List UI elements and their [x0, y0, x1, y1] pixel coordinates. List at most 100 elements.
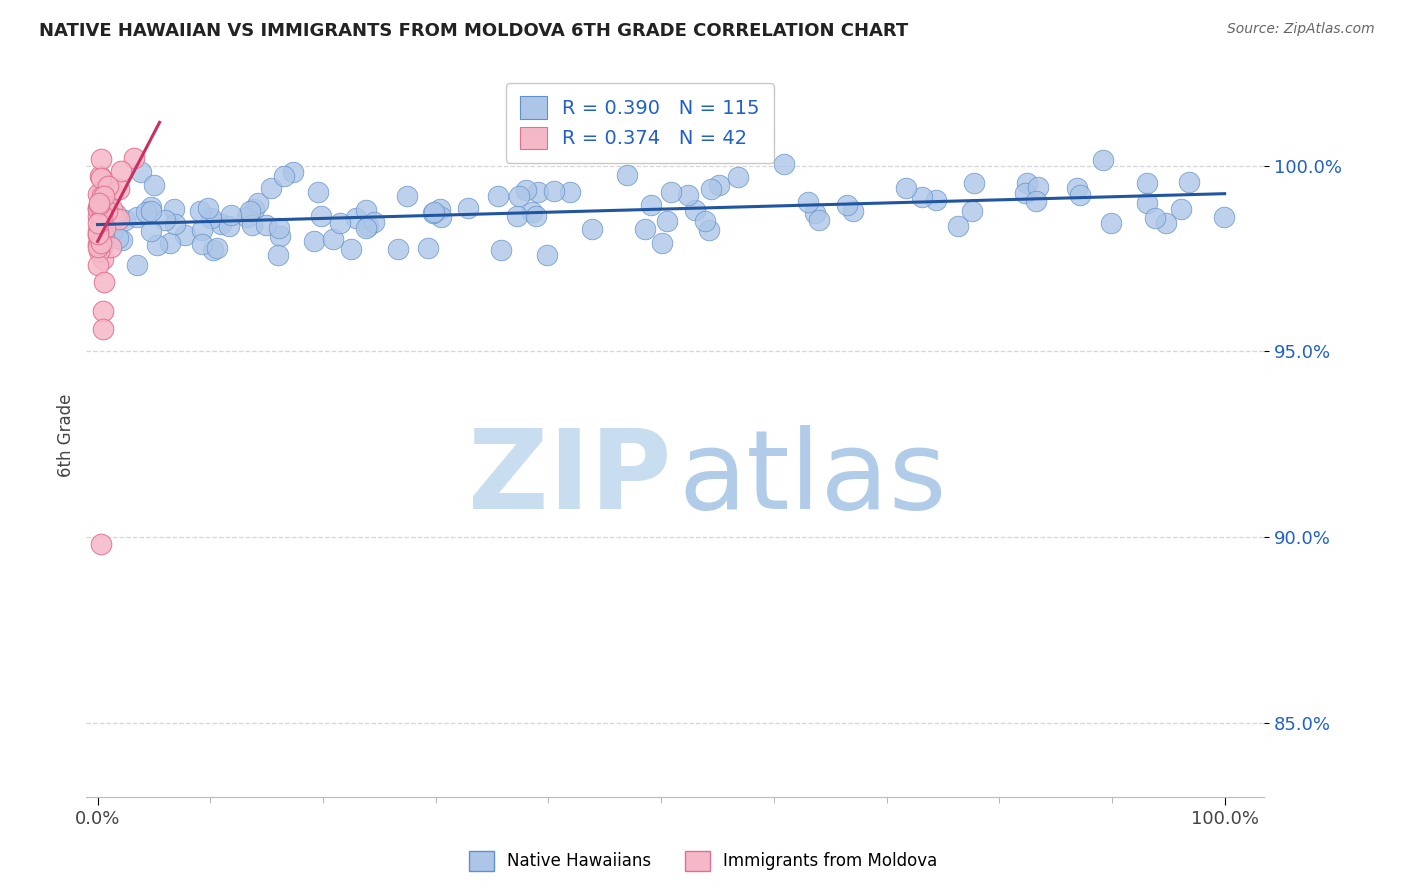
Point [87, 237, 110, 252]
Point [340, 242, 363, 256]
Point [114, 212, 136, 227]
Point [91, 240, 114, 254]
Point [457, 201, 479, 215]
Point [191, 237, 214, 252]
Text: atlas: atlas [679, 425, 948, 532]
Text: NATIVE HAWAIIAN VS IMMIGRANTS FROM MOLDOVA 6TH GRADE CORRELATION CHART: NATIVE HAWAIIAN VS IMMIGRANTS FROM MOLDO… [39, 22, 908, 40]
Point [86, 227, 108, 241]
Y-axis label: 6th Grade: 6th Grade [58, 393, 75, 476]
Point [90, 234, 112, 248]
Legend: R = 0.390   N = 115, R = 0.374   N = 42: R = 0.390 N = 115, R = 0.374 N = 42 [506, 83, 773, 162]
Point [267, 248, 290, 262]
Point [1136, 195, 1159, 210]
Point [422, 206, 444, 220]
Point [655, 214, 678, 228]
Text: Source: ZipAtlas.com: Source: ZipAtlas.com [1227, 22, 1375, 37]
Point [269, 228, 291, 243]
Point [139, 200, 162, 214]
Point [911, 190, 934, 204]
Point [1025, 194, 1047, 209]
Point [125, 258, 148, 272]
Point [111, 233, 134, 247]
Point [91, 208, 114, 222]
Point [946, 219, 969, 233]
Point [89, 169, 111, 184]
Point [86, 216, 108, 230]
Point [841, 204, 863, 219]
Point [416, 241, 439, 255]
Point [91, 184, 114, 198]
Point [141, 204, 163, 219]
Point [486, 189, 509, 203]
Point [896, 181, 918, 195]
Point [90, 537, 112, 551]
Point [90, 189, 112, 203]
Point [429, 202, 451, 217]
Point [307, 185, 329, 199]
Point [219, 208, 242, 222]
Point [93, 221, 115, 235]
Point [522, 205, 544, 219]
Point [1212, 210, 1234, 224]
Point [110, 164, 132, 178]
Point [153, 213, 176, 227]
Point [536, 248, 558, 262]
Point [491, 244, 513, 258]
Point [329, 216, 352, 230]
Point [395, 189, 418, 203]
Point [87, 240, 110, 254]
Point [1015, 176, 1038, 190]
Point [201, 243, 224, 257]
Point [558, 186, 581, 200]
Point [651, 235, 673, 250]
Point [190, 204, 212, 219]
Point [773, 157, 796, 171]
Point [283, 165, 305, 179]
Point [804, 205, 827, 219]
Point [273, 169, 295, 183]
Point [108, 182, 131, 196]
Point [205, 241, 228, 255]
Point [173, 227, 195, 242]
Point [218, 219, 240, 233]
Point [162, 202, 184, 216]
Point [363, 215, 385, 229]
Point [87, 244, 110, 258]
Point [309, 210, 332, 224]
Point [103, 211, 125, 225]
Point [197, 201, 219, 215]
Point [1069, 188, 1091, 202]
Point [1026, 180, 1049, 194]
Point [709, 178, 731, 192]
Point [101, 202, 124, 216]
Point [200, 211, 222, 226]
Point [91, 252, 114, 267]
Point [87, 198, 110, 212]
Point [135, 204, 157, 219]
Point [93, 229, 115, 244]
Point [159, 235, 181, 250]
Point [506, 210, 529, 224]
Point [1091, 153, 1114, 168]
Point [1066, 181, 1088, 195]
Point [101, 185, 124, 199]
Point [122, 152, 145, 166]
Point [526, 209, 548, 223]
Point [634, 221, 657, 235]
Point [356, 219, 378, 234]
Point [87, 258, 110, 272]
Point [1099, 216, 1122, 230]
Point [90, 152, 112, 166]
Point [640, 198, 662, 212]
Point [87, 186, 110, 201]
Point [107, 231, 129, 245]
Point [93, 217, 115, 231]
Point [581, 221, 603, 235]
Point [100, 240, 122, 254]
Point [269, 221, 291, 235]
Point [1014, 186, 1036, 200]
Point [508, 188, 530, 202]
Point [90, 235, 112, 250]
Point [354, 203, 377, 218]
Point [695, 213, 717, 227]
